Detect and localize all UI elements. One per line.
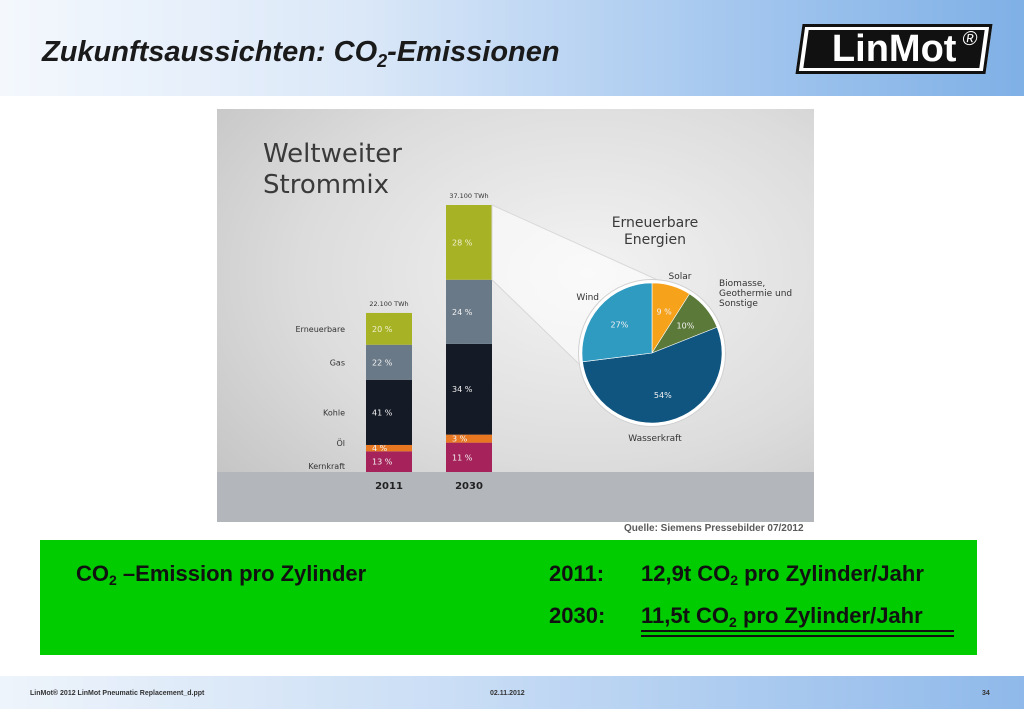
source-note: Quelle: Siemens Pressebilder 07/2012 xyxy=(624,523,804,534)
emission-value-2011-subscript: 2 xyxy=(730,572,739,588)
bar-segment-kohle-2011 xyxy=(366,379,412,445)
pie-value-label: 9 % xyxy=(656,307,672,316)
registered-icon: ® xyxy=(961,28,979,50)
pie-category-label: Wasserkraft xyxy=(628,434,682,444)
pie-value-label: 54% xyxy=(654,391,672,400)
logo-background: LinMot ® xyxy=(803,27,985,70)
double-underline-bottom xyxy=(641,635,954,637)
double-underline-top xyxy=(641,630,954,632)
bar-segment-gas-2011 xyxy=(366,344,412,380)
bar-value-label: 24 % xyxy=(452,308,473,317)
pie-value-label: 27% xyxy=(611,320,629,329)
emission-value-2030: 11,5t CO2 pro Zylinder/Jahr xyxy=(641,603,923,630)
footer-bar: LinMot® 2012 LinMot Pneumatic Replacemen… xyxy=(0,676,1024,709)
series-label-öl: Öl xyxy=(336,438,345,448)
slide-title: Zukunftsaussichten: CO2-Emissionen xyxy=(42,36,560,72)
chart-title: Weltweiter Strommix xyxy=(263,139,402,201)
logo-text: LinMot xyxy=(831,27,957,70)
bar-segment-öl-2011 xyxy=(366,444,412,452)
x-tick-label: 2011 xyxy=(375,481,403,492)
pie-slice-4 xyxy=(581,282,653,363)
bar-value-label: 20 % xyxy=(372,325,393,334)
x-tick-label: 2030 xyxy=(455,481,483,492)
pie-category-label: Wind xyxy=(576,293,599,303)
chart-svg: 13 % 4 % 41 % 22 % 20 % 22.100 TWh 2011 11 % 3 %… xyxy=(296,192,793,492)
emission-year-2030: 2030: xyxy=(549,603,606,628)
emission-label: CO2 –Emission pro Zylinder xyxy=(76,561,366,588)
chart-floor xyxy=(217,472,814,522)
bar-value-label: 13 % xyxy=(372,458,393,467)
emission-value-2011: 12,9t CO2 pro Zylinder/Jahr xyxy=(641,561,924,588)
bar-segment-öl-2030 xyxy=(446,434,492,443)
pie-title-line2: Energien xyxy=(624,232,686,248)
footer-date: 02.11.2012 xyxy=(490,690,525,697)
bar-value-label: 41 % xyxy=(372,408,393,417)
bar-total-label: 37.100 TWh xyxy=(449,192,488,200)
pie-category-label: Solar xyxy=(669,272,692,282)
bar-segment-kernkraft-2011 xyxy=(366,451,412,472)
emission-label-text: CO xyxy=(76,561,109,586)
emission-value-2030-suffix: pro Zylinder/Jahr xyxy=(736,603,923,628)
bar-segment-kohle-2030 xyxy=(446,343,492,435)
chart-title-line2: Strommix xyxy=(263,170,389,200)
emission-value-2011-suffix: pro Zylinder/Jahr xyxy=(738,561,924,586)
linmot-logo: LinMot ® xyxy=(795,24,993,74)
emission-value-2030-subscript: 2 xyxy=(729,614,737,630)
header-bar: Zukunftsaussichten: CO2-Emissionen LinMo… xyxy=(0,0,1024,96)
slide-title-subscript: 2 xyxy=(377,51,388,71)
series-label-gas: Gas xyxy=(330,358,345,367)
footer-page-number: 34 xyxy=(982,690,990,697)
bar-segment-kernkraft-2030 xyxy=(446,442,492,472)
bar-segment-erneuerbare-2011 xyxy=(366,312,412,345)
pie-value-label: 10% xyxy=(677,321,695,330)
bar-segment-gas-2030 xyxy=(446,279,492,344)
emission-value-2011-text: 12,9t CO xyxy=(641,561,731,586)
chart-panel: Weltweiter Strommix 13 % 4 % 41 % 22 % 20 % 2… xyxy=(217,109,814,522)
emission-value-2030-text: 11,5t CO xyxy=(641,603,730,628)
chart-title-line1: Weltweiter xyxy=(263,139,402,169)
series-label-kohle: Kohle xyxy=(323,408,345,417)
slide-title-suffix: -Emissionen xyxy=(387,36,560,68)
bar-value-label: 22 % xyxy=(372,358,393,367)
series-label-erneuerbare: Erneuerbare xyxy=(296,325,346,334)
emission-box: CO2 –Emission pro Zylinder 2011: 12,9t C… xyxy=(40,540,977,655)
footer-file: LinMot® 2012 LinMot Pneumatic Replacemen… xyxy=(30,690,205,697)
pie-category-label: Geothermie und xyxy=(719,289,792,299)
bar-value-label: 3 % xyxy=(452,435,468,444)
bar-value-label: 28 % xyxy=(452,238,473,247)
pie-category-label: Biomasse, xyxy=(719,279,765,289)
bar-total-label: 22.100 TWh xyxy=(369,300,408,308)
series-label-kernkraft: Kernkraft xyxy=(308,462,345,471)
pie-category-label: Sonstige xyxy=(719,299,758,309)
emission-year-2011: 2011: xyxy=(549,561,605,586)
bar-value-label: 11 % xyxy=(452,453,473,462)
slide-title-text: Zukunftsaussichten: CO xyxy=(42,36,378,68)
emission-label-suffix: –Emission pro Zylinder xyxy=(116,561,367,586)
bar-value-label: 34 % xyxy=(452,385,473,394)
pie-slice-3 xyxy=(582,326,723,424)
emission-label-subscript: 2 xyxy=(109,572,117,588)
pie-title-line1: Erneuerbare xyxy=(612,215,699,231)
bar-segment-erneuerbare-2030 xyxy=(446,205,492,280)
bar-value-label: 4 % xyxy=(372,444,388,453)
